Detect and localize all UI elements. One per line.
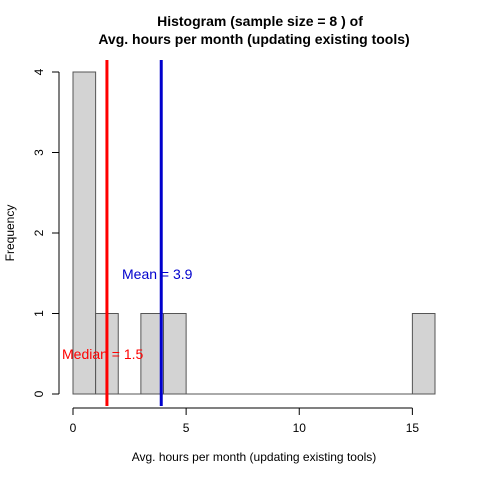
x-tick-label: 5	[183, 421, 190, 435]
y-axis-label: Frequency	[3, 205, 17, 262]
y-tick-label: 1	[32, 310, 46, 317]
mean-label: Mean = 3.9	[122, 266, 193, 282]
histogram-bar	[411, 313, 436, 395]
reference-lines-group	[105, 60, 163, 406]
median-label: Median = 1.5	[62, 346, 144, 362]
y-axis: 0 1 2 3 4	[32, 68, 60, 397]
histogram-bar	[163, 313, 187, 395]
bars-group	[72, 71, 436, 395]
x-tick-label: 10	[293, 421, 307, 435]
x-axis-label: Avg. hours per month (updating existing …	[132, 450, 377, 464]
x-tick-label: 15	[406, 421, 420, 435]
y-tick-label: 4	[32, 68, 46, 75]
x-axis: 0 5 10 15	[70, 407, 420, 435]
y-tick-label: 3	[32, 149, 46, 156]
x-tick-label: 0	[70, 421, 77, 435]
y-tick-label: 0	[32, 390, 46, 397]
chart-title-line1: Histogram (sample size = 8 ) of	[157, 13, 363, 29]
histogram-bar	[72, 71, 97, 395]
y-tick-label: 2	[32, 229, 46, 236]
chart-title-line2: Avg. hours per month (updating existing …	[98, 31, 409, 47]
